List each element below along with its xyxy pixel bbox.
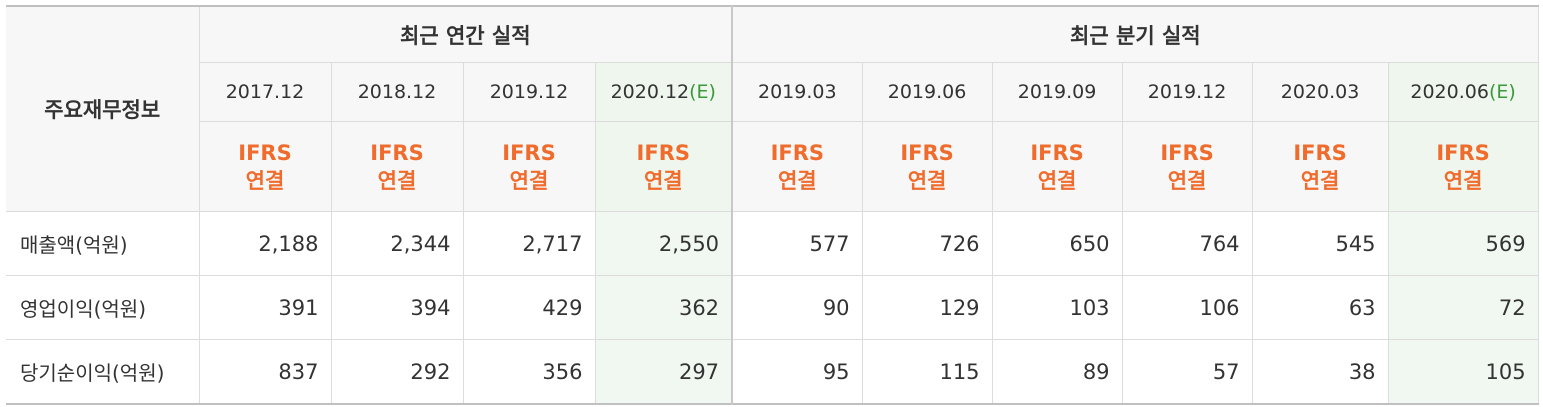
table-cell: 95 — [731, 339, 863, 405]
table-cell: 764 — [1121, 211, 1253, 276]
period-label: 2019.09 — [1017, 81, 1097, 103]
row-label: 영업이익(억원) — [6, 275, 200, 340]
table-cell: 89 — [991, 339, 1123, 405]
table-row: 매출액(억원) 2,188 2,344 2,717 2,550 577 726 650 764 5… — [6, 211, 1539, 276]
table-cell: 57 — [1121, 339, 1253, 405]
table-cell: 394 — [330, 275, 464, 340]
estimate-mark: (E) — [689, 81, 716, 103]
accounting-basis: IFRS 연결 — [991, 121, 1123, 212]
annual-group-header: 최근 연간 실적 — [198, 5, 733, 63]
accounting-basis: IFRS 연결 — [1387, 121, 1539, 212]
consolidation-label: 연결 — [1443, 168, 1483, 193]
consolidation-label: 연결 — [509, 168, 549, 193]
period-header: 2019.09 — [991, 62, 1123, 122]
accounting-basis: IFRS 연결 — [199, 121, 332, 212]
accounting-standard-label: IFRS — [636, 140, 690, 165]
table-cell: 2,188 — [198, 211, 332, 276]
quarter-group-header: 최근 분기 실적 — [731, 5, 1539, 63]
accounting-standard-label: IFRS — [1436, 140, 1490, 165]
table-cell: 726 — [861, 211, 993, 276]
row-label-header: 주요재무정보 — [6, 5, 200, 212]
table-cell: 129 — [861, 275, 993, 340]
period-header: 2019.03 — [731, 62, 863, 122]
accounting-standard-label: IFRS — [502, 140, 556, 165]
period-label: 2017.12 — [225, 81, 305, 103]
accounting-standard-label: IFRS — [900, 140, 954, 165]
accounting-basis: IFRS 연결 — [594, 121, 733, 212]
period-label: 2019.12 — [1147, 81, 1227, 103]
table-cell: 391 — [198, 275, 332, 340]
period-label: 2018.12 — [357, 81, 437, 103]
table-cell: 356 — [462, 339, 596, 405]
accounting-standard-label: IFRS — [370, 140, 424, 165]
table-cell: 2,717 — [462, 211, 596, 276]
period-header: 2020.03 — [1251, 62, 1389, 122]
accounting-standard-label: IFRS — [770, 140, 825, 165]
accounting-standard-label: IFRS — [1160, 140, 1214, 165]
table-cell: 545 — [1251, 211, 1389, 276]
consolidation-label: 연결 — [907, 168, 947, 193]
period-header: 2019.12 — [1121, 62, 1253, 122]
table-cell: 90 — [731, 275, 863, 340]
period-header-row: 2017.12 2018.12 2019.12 2020.12(E) 2019.03 20… — [6, 62, 1539, 122]
period-label: 2019.06 — [887, 81, 967, 103]
row-label: 당기순이익(억원) — [6, 339, 200, 405]
basis-header-row: IFRS 연결 IFRS 연결 IFRS 연결 IFRS 연결 IFRS 연결 IFRS 연결 IFRS… — [6, 121, 1539, 212]
table-cell: 292 — [330, 339, 464, 405]
accounting-basis: IFRS 연결 — [1251, 121, 1389, 212]
period-label: 2020.03 — [1280, 81, 1360, 103]
accounting-basis: IFRS 연결 — [330, 121, 464, 212]
period-header: 2020.12(E) — [594, 62, 733, 122]
period-label: 2019.12 — [489, 81, 569, 103]
table-cell: 297 — [594, 339, 733, 405]
period-header: 2019.06 — [861, 62, 993, 122]
table-cell: 103 — [991, 275, 1123, 340]
table-cell: 2,344 — [330, 211, 464, 276]
table-cell: 429 — [462, 275, 596, 340]
accounting-basis: IFRS 연결 — [731, 121, 863, 212]
table-cell: 650 — [991, 211, 1123, 276]
table-cell: 837 — [198, 339, 332, 405]
period-header: 2020.06(E) — [1387, 62, 1539, 122]
table-cell: 362 — [594, 275, 733, 340]
accounting-standard-label: IFRS — [1030, 140, 1084, 165]
table-cell: 569 — [1387, 211, 1539, 276]
accounting-basis: IFRS 연결 — [1121, 121, 1253, 212]
period-header: 2019.12 — [462, 62, 596, 122]
table-cell: 115 — [861, 339, 993, 405]
estimate-mark: (E) — [1488, 81, 1516, 103]
accounting-basis: IFRS 연결 — [462, 121, 596, 212]
consolidation-label: 연결 — [1167, 168, 1207, 193]
table-cell: 38 — [1251, 339, 1389, 405]
table-cell: 105 — [1387, 339, 1539, 405]
period-label: 2020.12 — [610, 81, 690, 103]
consolidation-label: 연결 — [1300, 168, 1340, 193]
consolidation-label: 연결 — [643, 168, 683, 193]
group-header-row: 주요재무정보 최근 연간 실적 최근 분기 실적 — [6, 5, 1539, 212]
accounting-basis: IFRS 연결 — [861, 121, 993, 212]
table-cell: 63 — [1251, 275, 1389, 340]
table-cell: 577 — [731, 211, 863, 276]
period-label: 2019.03 — [758, 81, 837, 103]
consolidation-label: 연결 — [777, 168, 817, 193]
consolidation-label: 연결 — [1037, 168, 1077, 193]
table-row: 영업이익(억원) 391 394 429 362 90 129 103 106 63 72 — [6, 275, 1539, 340]
period-header: 2018.12 — [330, 62, 464, 122]
table-cell: 106 — [1121, 275, 1253, 340]
table-cell: 72 — [1387, 275, 1539, 340]
consolidation-label: 연결 — [377, 168, 417, 193]
table-body: 매출액(억원) 2,188 2,344 2,717 2,550 577 726 650 764 5… — [6, 211, 1539, 405]
table-cell: 2,550 — [594, 211, 733, 276]
row-label: 매출액(억원) — [6, 211, 200, 276]
table-row: 당기순이익(억원) 837 292 356 297 95 115 89 57 38 105 — [6, 339, 1539, 405]
accounting-standard-label: IFRS — [238, 140, 292, 165]
accounting-standard-label: IFRS — [1293, 140, 1347, 165]
period-header: 2017.12 — [199, 62, 332, 122]
period-label: 2020.06 — [1410, 81, 1489, 103]
financial-summary-table: 주요재무정보 최근 연간 실적 최근 분기 실적 2017.12 2018.12 2… — [6, 5, 1539, 405]
consolidation-label: 연결 — [245, 168, 285, 193]
